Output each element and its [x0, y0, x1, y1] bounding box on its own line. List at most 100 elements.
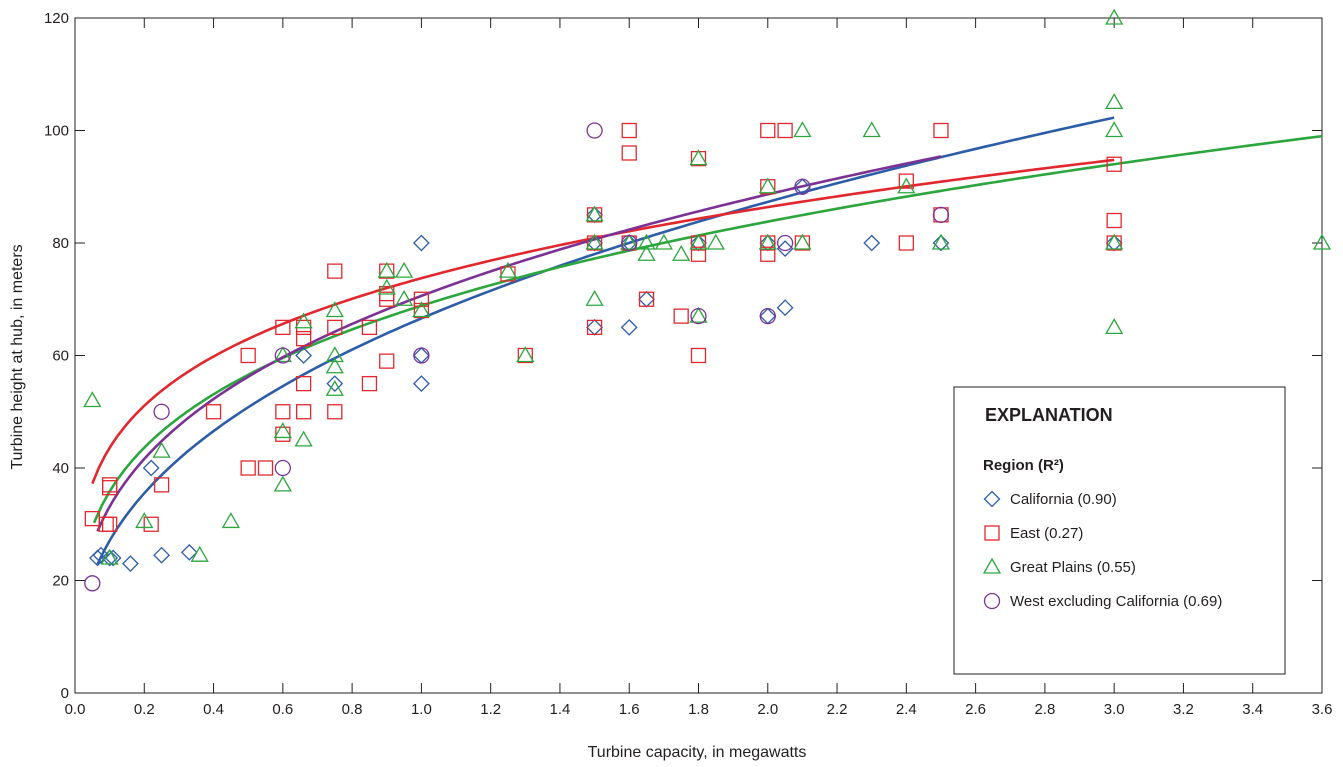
data-point [135, 512, 154, 529]
data-point [142, 459, 160, 477]
data-point [637, 244, 656, 261]
data-point [379, 291, 395, 307]
data-point [394, 261, 414, 278]
data-point [690, 246, 707, 262]
y-tick-label: 0 [61, 685, 69, 702]
data-point [673, 308, 689, 324]
data-point [152, 441, 171, 458]
data-point [863, 234, 881, 252]
data-point [1106, 212, 1122, 229]
data-point [585, 233, 604, 250]
data-point [294, 312, 313, 329]
data-point [638, 291, 655, 307]
data-point [190, 545, 209, 562]
data-point [412, 301, 431, 318]
data-point [273, 475, 292, 492]
series-diamond [89, 178, 1123, 573]
x-tick-label: 2.0 [757, 701, 778, 718]
data-point [412, 375, 430, 393]
data-point [413, 347, 430, 364]
data-point [897, 177, 916, 194]
data-point [621, 122, 637, 139]
data-point [621, 234, 638, 252]
data-point [327, 404, 343, 420]
data-point [180, 543, 198, 561]
data-point [325, 346, 344, 363]
y-tick-label: 60 [52, 348, 69, 365]
data-point [257, 460, 274, 476]
data-point [413, 291, 430, 307]
data-point [1105, 8, 1124, 25]
legend-label: Great Plains (0.55) [1010, 559, 1136, 576]
data-point [1105, 233, 1124, 250]
data-point [932, 206, 950, 224]
y-tick-label: 20 [52, 573, 69, 590]
data-point [932, 234, 950, 252]
y-tick-label: 80 [52, 235, 69, 252]
x-tick-label: 1.8 [688, 701, 709, 718]
x-axis-title: Turbine capacity, in megawatts [588, 744, 807, 761]
x-tick-label: 1.2 [480, 701, 501, 718]
data-point [586, 318, 604, 336]
data-point [586, 319, 603, 336]
data-point [1105, 93, 1124, 110]
data-point [273, 422, 292, 439]
data-point [89, 549, 106, 567]
legend-marker [983, 592, 1001, 610]
x-tick-label: 3.0 [1104, 701, 1125, 718]
data-point [706, 233, 725, 250]
data-point [205, 404, 222, 420]
trendlines [91, 116, 1323, 565]
trendline [92, 134, 1323, 524]
y-tick-label: 40 [52, 460, 69, 477]
data-point [101, 516, 118, 532]
x-tick-label: 0.4 [203, 701, 224, 718]
data-point [295, 330, 312, 347]
data-point [759, 307, 776, 325]
x-tick-label: 2.4 [896, 701, 917, 718]
data-point [794, 178, 811, 195]
data-point [862, 121, 881, 138]
legend-marker [984, 525, 1000, 541]
data-point [240, 347, 256, 364]
data-point [295, 404, 312, 420]
data-point [621, 145, 637, 161]
data-point [325, 301, 344, 318]
data-point [689, 233, 708, 250]
data-point [689, 306, 708, 323]
data-point [325, 357, 344, 374]
x-tick-label: 2.8 [1034, 701, 1055, 718]
data-point [84, 575, 101, 592]
data-point [776, 299, 794, 317]
data-point [620, 318, 638, 336]
legend-label: East (0.27) [1010, 525, 1083, 542]
data-point [221, 512, 240, 529]
data-point [690, 347, 707, 364]
legend-label: California (0.90) [1010, 491, 1117, 508]
data-point [394, 289, 414, 306]
x-tick-label: 2.2 [827, 701, 848, 718]
series-circle [84, 122, 950, 592]
data-point [638, 290, 655, 308]
data-point [586, 122, 603, 139]
data-point [240, 460, 256, 476]
x-tick-label: 2.6 [965, 701, 986, 718]
data-point [275, 426, 291, 442]
data-point [361, 375, 378, 392]
data-point [326, 375, 344, 393]
data-point [654, 233, 673, 250]
legend-marker [982, 557, 1002, 574]
data-point [933, 122, 949, 139]
data-point [585, 289, 604, 306]
legend-entries: California (0.90) East (0.27) Great Plains… [982, 490, 1222, 610]
data-point [153, 546, 171, 564]
data-point [361, 319, 378, 336]
data-point [92, 546, 110, 564]
x-tick-label: 1.4 [550, 701, 571, 718]
data-point [325, 379, 344, 396]
legend-title: EXPLANATION [985, 405, 1113, 425]
data-point [793, 233, 812, 250]
data-point [620, 233, 639, 250]
y-tick-label: 100 [44, 123, 69, 140]
data-point [931, 233, 951, 250]
